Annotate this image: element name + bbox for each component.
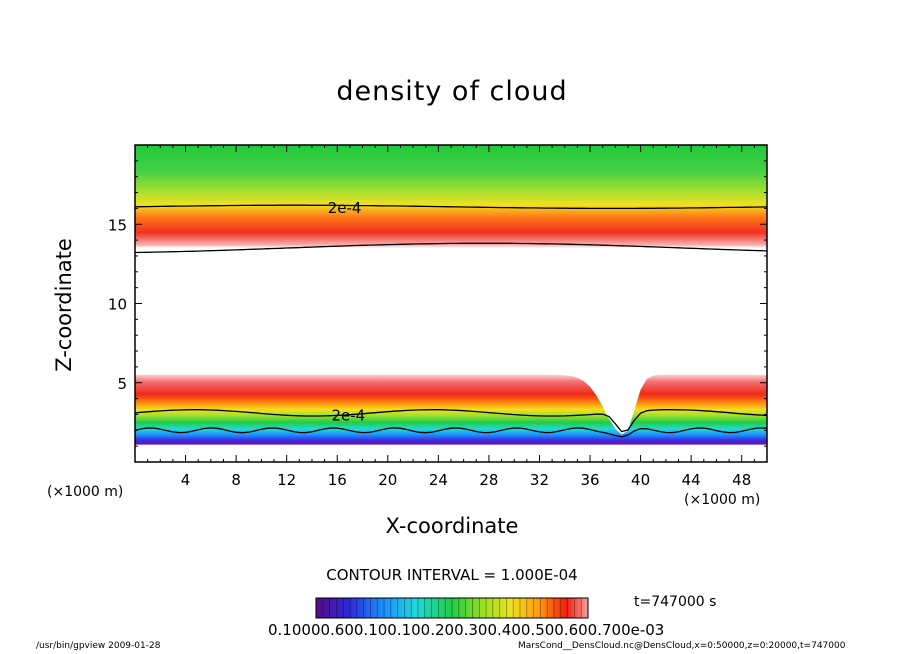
x-tick-label: 20 <box>378 471 397 489</box>
contour-label: 2e-4 <box>331 406 365 424</box>
footer-source: MarsCond__DensCloud.nc@DensCloud,x=0:500… <box>518 641 846 651</box>
x-axis-unit: (×1000 m) <box>684 492 761 508</box>
chart-title: density of cloud <box>336 76 568 107</box>
colorbar <box>315 597 589 619</box>
y-axis-unit: (×1000 m) <box>47 484 124 500</box>
colorbar-tick-labels: 0.10000.600.100.100.200.300.400.500.600.… <box>268 621 665 639</box>
y-tick-label: 10 <box>108 296 127 314</box>
x-axis-label: X-coordinate <box>385 514 519 538</box>
x-tick-label: 24 <box>429 471 448 489</box>
x-tick-label: 32 <box>530 471 549 489</box>
lower-contour-line <box>135 409 767 433</box>
contour-label: 2e-4 <box>328 199 362 217</box>
x-tick-label: 28 <box>479 471 498 489</box>
x-tick-label: 40 <box>631 471 650 489</box>
lower-inner-contour <box>135 427 767 438</box>
upper-cloud-layer <box>135 145 767 249</box>
x-tick-label: 8 <box>231 471 241 489</box>
time-label: t=747000 s <box>634 594 717 610</box>
x-tick-label: 36 <box>580 471 599 489</box>
y-tick-label: 5 <box>117 375 127 393</box>
x-tick-label: 44 <box>682 471 701 489</box>
upper-edge-contour <box>135 242 767 254</box>
x-tick-label: 4 <box>181 471 191 489</box>
x-tick-label: 48 <box>732 471 751 489</box>
contour-interval-label: CONTOUR INTERVAL = 1.000E-04 <box>326 566 578 584</box>
x-tick-label: 16 <box>328 471 347 489</box>
upper-contour-line <box>135 204 767 210</box>
y-tick-label: 15 <box>108 216 127 234</box>
y-axis-label: Z-coordinate <box>52 238 76 372</box>
footer-program-date: /usr/bin/gpview 2009-01-28 <box>36 641 161 651</box>
x-tick-label: 12 <box>277 471 296 489</box>
